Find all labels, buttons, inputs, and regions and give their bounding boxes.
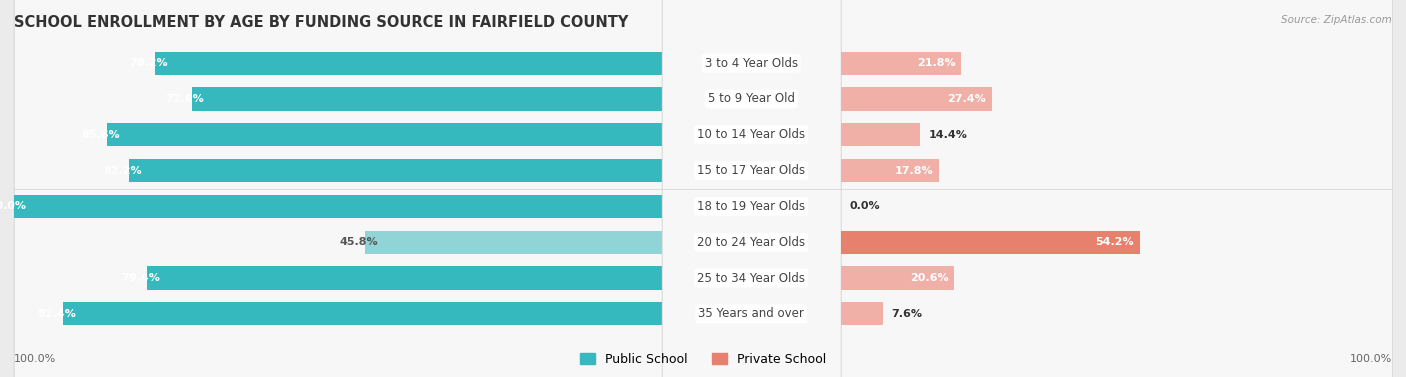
- FancyBboxPatch shape: [662, 188, 841, 377]
- Bar: [841, 0, 1392, 188]
- Text: 18 to 19 Year Olds: 18 to 19 Year Olds: [697, 200, 806, 213]
- Bar: [841, 231, 1139, 254]
- Bar: [841, 87, 991, 110]
- Bar: [107, 123, 662, 146]
- Text: 5 to 9 Year Old: 5 to 9 Year Old: [707, 92, 794, 106]
- Bar: [14, 0, 662, 188]
- Bar: [155, 52, 662, 75]
- Bar: [14, 195, 662, 218]
- Text: 25 to 34 Year Olds: 25 to 34 Year Olds: [697, 271, 806, 285]
- Text: 45.8%: 45.8%: [339, 237, 378, 247]
- Bar: [841, 52, 960, 75]
- Text: 100.0%: 100.0%: [1350, 354, 1392, 365]
- Bar: [841, 302, 883, 325]
- Text: 17.8%: 17.8%: [894, 166, 934, 176]
- Text: SCHOOL ENROLLMENT BY AGE BY FUNDING SOURCE IN FAIRFIELD COUNTY: SCHOOL ENROLLMENT BY AGE BY FUNDING SOUR…: [14, 15, 628, 30]
- Text: 100.0%: 100.0%: [0, 201, 27, 211]
- Text: 10 to 14 Year Olds: 10 to 14 Year Olds: [697, 128, 806, 141]
- Legend: Public School, Private School: Public School, Private School: [575, 348, 831, 371]
- Bar: [841, 267, 955, 290]
- Text: 20 to 24 Year Olds: 20 to 24 Year Olds: [697, 236, 806, 249]
- Bar: [366, 231, 662, 254]
- Text: 85.6%: 85.6%: [82, 130, 121, 140]
- FancyBboxPatch shape: [662, 0, 841, 188]
- Bar: [63, 302, 662, 325]
- Text: 72.6%: 72.6%: [166, 94, 204, 104]
- Text: 79.4%: 79.4%: [121, 273, 160, 283]
- Text: 82.2%: 82.2%: [104, 166, 142, 176]
- Bar: [14, 188, 662, 377]
- Text: 35 Years and over: 35 Years and over: [699, 307, 804, 320]
- Text: 27.4%: 27.4%: [948, 94, 986, 104]
- Bar: [841, 159, 939, 182]
- Text: 21.8%: 21.8%: [917, 58, 956, 68]
- FancyBboxPatch shape: [841, 188, 1392, 377]
- FancyBboxPatch shape: [14, 188, 662, 377]
- Text: 7.6%: 7.6%: [891, 309, 922, 319]
- Bar: [841, 188, 1392, 377]
- Text: 78.2%: 78.2%: [129, 58, 169, 68]
- Bar: [662, 188, 841, 377]
- FancyBboxPatch shape: [841, 0, 1392, 188]
- Text: 3 to 4 Year Olds: 3 to 4 Year Olds: [704, 57, 797, 70]
- FancyBboxPatch shape: [14, 0, 662, 188]
- Bar: [841, 123, 920, 146]
- Bar: [191, 87, 662, 110]
- Text: 0.0%: 0.0%: [849, 201, 880, 211]
- Bar: [129, 159, 662, 182]
- Text: 92.4%: 92.4%: [38, 309, 76, 319]
- Text: 20.6%: 20.6%: [910, 273, 949, 283]
- Bar: [662, 0, 841, 188]
- Text: 100.0%: 100.0%: [14, 354, 56, 365]
- Text: 15 to 17 Year Olds: 15 to 17 Year Olds: [697, 164, 806, 177]
- Text: 54.2%: 54.2%: [1095, 237, 1135, 247]
- Text: 14.4%: 14.4%: [928, 130, 967, 140]
- Bar: [148, 267, 662, 290]
- Text: Source: ZipAtlas.com: Source: ZipAtlas.com: [1281, 15, 1392, 25]
